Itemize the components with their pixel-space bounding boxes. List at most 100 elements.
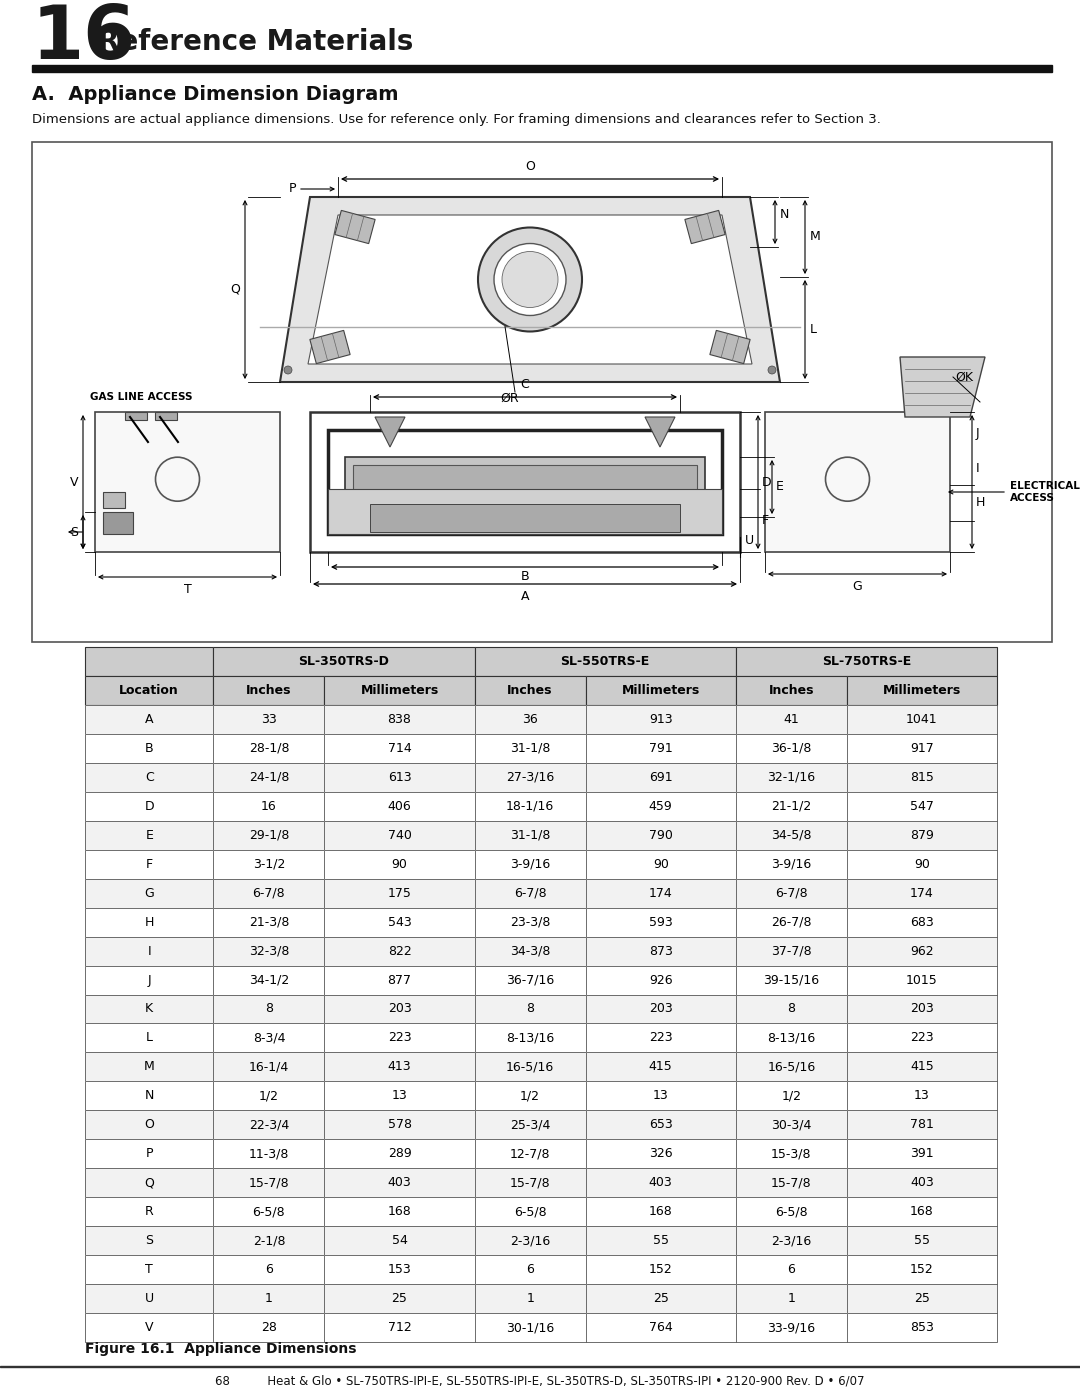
Bar <box>474 936 585 965</box>
Text: V: V <box>145 1322 153 1334</box>
Bar <box>85 792 214 821</box>
Bar <box>585 792 735 821</box>
Bar <box>847 792 997 821</box>
Bar <box>585 995 735 1024</box>
Text: 790: 790 <box>649 828 673 842</box>
Text: 16-1/4: 16-1/4 <box>248 1060 289 1073</box>
Bar <box>474 733 585 763</box>
Text: R: R <box>145 1206 153 1218</box>
Text: C: C <box>145 771 153 784</box>
Bar <box>214 676 324 705</box>
Bar <box>95 412 280 552</box>
Bar <box>214 647 474 676</box>
Bar <box>85 647 214 676</box>
Text: Inches: Inches <box>769 685 814 697</box>
Text: 926: 926 <box>649 974 673 986</box>
Text: 415: 415 <box>910 1060 934 1073</box>
Text: 16: 16 <box>261 799 276 813</box>
Bar <box>847 879 997 908</box>
Bar <box>370 504 680 532</box>
Bar <box>847 1284 997 1313</box>
Bar <box>214 647 474 676</box>
Text: Millimeters: Millimeters <box>882 685 961 697</box>
Text: 55: 55 <box>914 1234 930 1248</box>
Bar <box>85 1052 214 1081</box>
Bar <box>85 1111 214 1140</box>
Bar <box>214 1024 324 1052</box>
Bar <box>214 1227 324 1255</box>
Text: N: N <box>145 1090 153 1102</box>
Text: 18-1/16: 18-1/16 <box>507 799 554 813</box>
Bar <box>85 1313 214 1343</box>
Text: ØK: ØK <box>955 370 973 384</box>
Polygon shape <box>375 416 405 447</box>
Bar <box>847 995 997 1024</box>
Bar <box>735 1227 847 1255</box>
Bar <box>847 705 997 733</box>
Text: 853: 853 <box>910 1322 934 1334</box>
Bar <box>735 1052 847 1081</box>
Bar <box>324 1024 474 1052</box>
Bar <box>324 849 474 879</box>
Bar <box>847 1081 997 1111</box>
Bar <box>324 1052 474 1081</box>
Bar <box>847 676 997 705</box>
Bar <box>735 1140 847 1168</box>
Bar <box>85 705 214 733</box>
Text: 34-3/8: 34-3/8 <box>510 944 551 957</box>
Bar <box>474 1024 585 1052</box>
Text: 13: 13 <box>652 1090 669 1102</box>
Text: 22-3/4: 22-3/4 <box>248 1119 289 1132</box>
Bar <box>585 1284 735 1313</box>
Text: 1: 1 <box>265 1292 273 1305</box>
Text: SL-750TRS-E: SL-750TRS-E <box>822 655 912 668</box>
Bar <box>735 936 847 965</box>
Bar <box>735 1255 847 1284</box>
Bar <box>85 965 214 995</box>
Bar <box>585 1052 735 1081</box>
Bar <box>474 821 585 849</box>
Bar <box>585 1140 735 1168</box>
Bar <box>214 676 324 705</box>
Bar <box>214 733 324 763</box>
Bar <box>735 821 847 849</box>
Text: 6-5/8: 6-5/8 <box>253 1206 285 1218</box>
Text: K: K <box>145 1003 153 1016</box>
Text: 34-5/8: 34-5/8 <box>771 828 811 842</box>
Bar <box>735 792 847 821</box>
Bar <box>324 1227 474 1255</box>
Bar <box>85 1111 214 1140</box>
Text: 27-3/16: 27-3/16 <box>507 771 554 784</box>
Bar <box>85 821 214 849</box>
Bar <box>735 879 847 908</box>
Text: 223: 223 <box>910 1031 934 1045</box>
Bar <box>214 936 324 965</box>
Text: 28-1/8: 28-1/8 <box>248 742 289 754</box>
Bar <box>735 792 847 821</box>
Text: 547: 547 <box>910 799 934 813</box>
Bar <box>324 1052 474 1081</box>
Text: 1/2: 1/2 <box>781 1090 801 1102</box>
Text: 403: 403 <box>910 1176 934 1189</box>
Bar <box>735 1024 847 1052</box>
Bar <box>214 705 324 733</box>
Text: D: D <box>145 799 154 813</box>
Text: M: M <box>144 1060 154 1073</box>
Text: B: B <box>521 570 529 583</box>
Bar <box>214 908 324 936</box>
Text: 962: 962 <box>910 944 934 957</box>
Bar <box>214 849 324 879</box>
Text: 54: 54 <box>392 1234 407 1248</box>
Polygon shape <box>645 416 675 447</box>
Bar <box>85 995 214 1024</box>
Text: 712: 712 <box>388 1322 411 1334</box>
Text: J: J <box>976 426 980 440</box>
Text: 1041: 1041 <box>906 712 937 726</box>
Bar <box>735 995 847 1024</box>
Bar <box>85 705 214 733</box>
Text: 152: 152 <box>910 1263 934 1275</box>
Bar <box>324 1168 474 1197</box>
Text: Inches: Inches <box>246 685 292 697</box>
Bar <box>585 705 735 733</box>
Bar <box>85 1227 214 1255</box>
